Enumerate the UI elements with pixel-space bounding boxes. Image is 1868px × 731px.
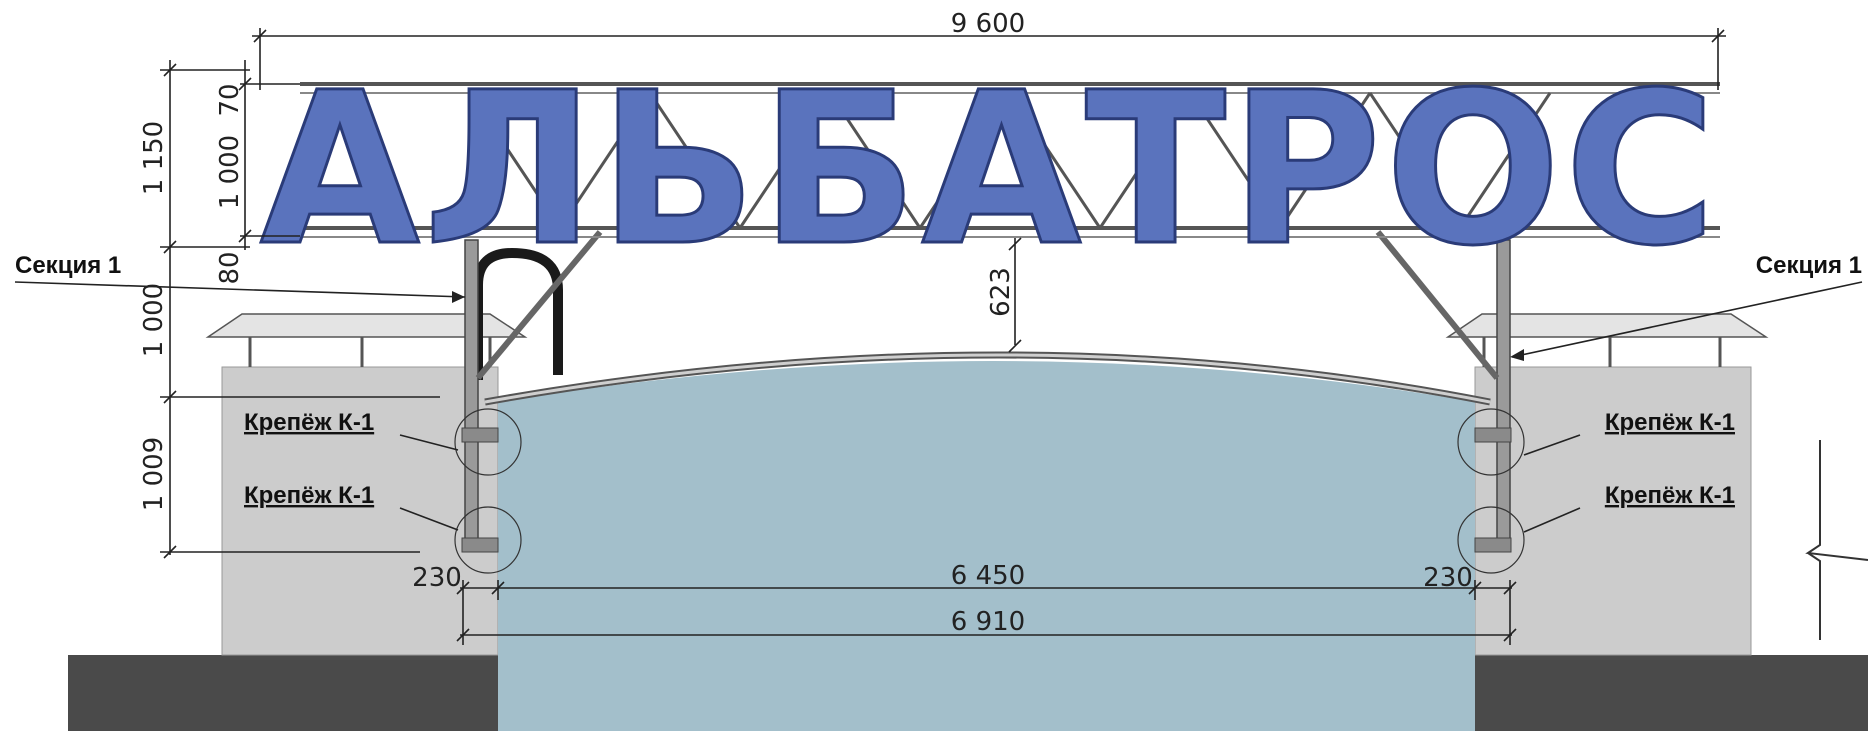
label-fastener-right-bottom: Крепёж К-1: [1605, 482, 1735, 509]
dim-bottom-offset: 80: [215, 251, 245, 284]
break-line-lower: [1807, 552, 1821, 640]
label-fastener-left-top: Крепёж К-1: [244, 409, 374, 436]
roof-right: [1445, 313, 1769, 338]
brace-right: [1375, 230, 1500, 380]
leader-section-left: [14, 281, 466, 298]
label-fastener-right-top: Крепёж К-1: [1605, 409, 1735, 436]
break-line: [1805, 440, 1868, 561]
dim-side-right: 230: [1423, 563, 1473, 593]
dim-top-offset: 70: [215, 83, 245, 116]
dim-total-height: 1 150: [139, 121, 169, 195]
leader-fastener-right-bottom: [1523, 507, 1581, 533]
label-section-left: Секция 1: [15, 252, 121, 279]
wall-right: [1474, 366, 1752, 656]
arrow-section-left: [452, 291, 465, 303]
leader-fastener-left-top: [399, 434, 459, 451]
dim-side-left: 230: [412, 563, 462, 593]
sign-text: АЛЬБАТРОС: [260, 47, 1720, 292]
label-fastener-left-bottom: Крепёж К-1: [244, 482, 374, 509]
fastener-circle-right-top: [1457, 408, 1525, 476]
dim-letter-height: 1 000: [215, 135, 245, 209]
dim-outer-width: 6 910: [951, 607, 1025, 637]
dim-arch-clearance-label: 623: [986, 267, 1016, 317]
dim-overall-width: 9 600: [252, 9, 1726, 90]
dim-support-height: 1 000: [139, 283, 169, 357]
label-section-right: Секция 1: [1756, 252, 1862, 279]
dim-mount-height: 1 009: [139, 437, 169, 511]
arch-inner: [484, 353, 1491, 404]
ground-left: [68, 655, 553, 731]
fastener-plates: [461, 427, 1512, 553]
roof-posts: [248, 337, 1722, 367]
svg-text:9 600: 9 600: [951, 9, 1025, 39]
fastener-circle-left-bottom: [454, 506, 522, 574]
fastener-circle-right-bottom: [1457, 506, 1525, 574]
dim-left-vertical: [160, 60, 440, 559]
brace-left: [475, 230, 603, 380]
handrail: [473, 247, 563, 380]
leader-fastener-right-top: [1523, 434, 1581, 456]
truss-frame: [300, 82, 1720, 238]
dim-inner-width: 6 450: [951, 561, 1025, 591]
water-lower: [498, 402, 1475, 731]
fastener-circle-left-top: [454, 408, 522, 476]
roof-left: [205, 313, 528, 338]
ground-right: [1422, 655, 1868, 731]
wall-left: [221, 366, 499, 656]
leader-section-right: [1511, 281, 1863, 358]
leader-fastener-left-bottom: [399, 507, 459, 531]
dim-arch-clearance: [1008, 237, 1022, 353]
arrow-section-right: [1510, 349, 1524, 361]
dim-bottom-horizontal: [456, 580, 1517, 645]
